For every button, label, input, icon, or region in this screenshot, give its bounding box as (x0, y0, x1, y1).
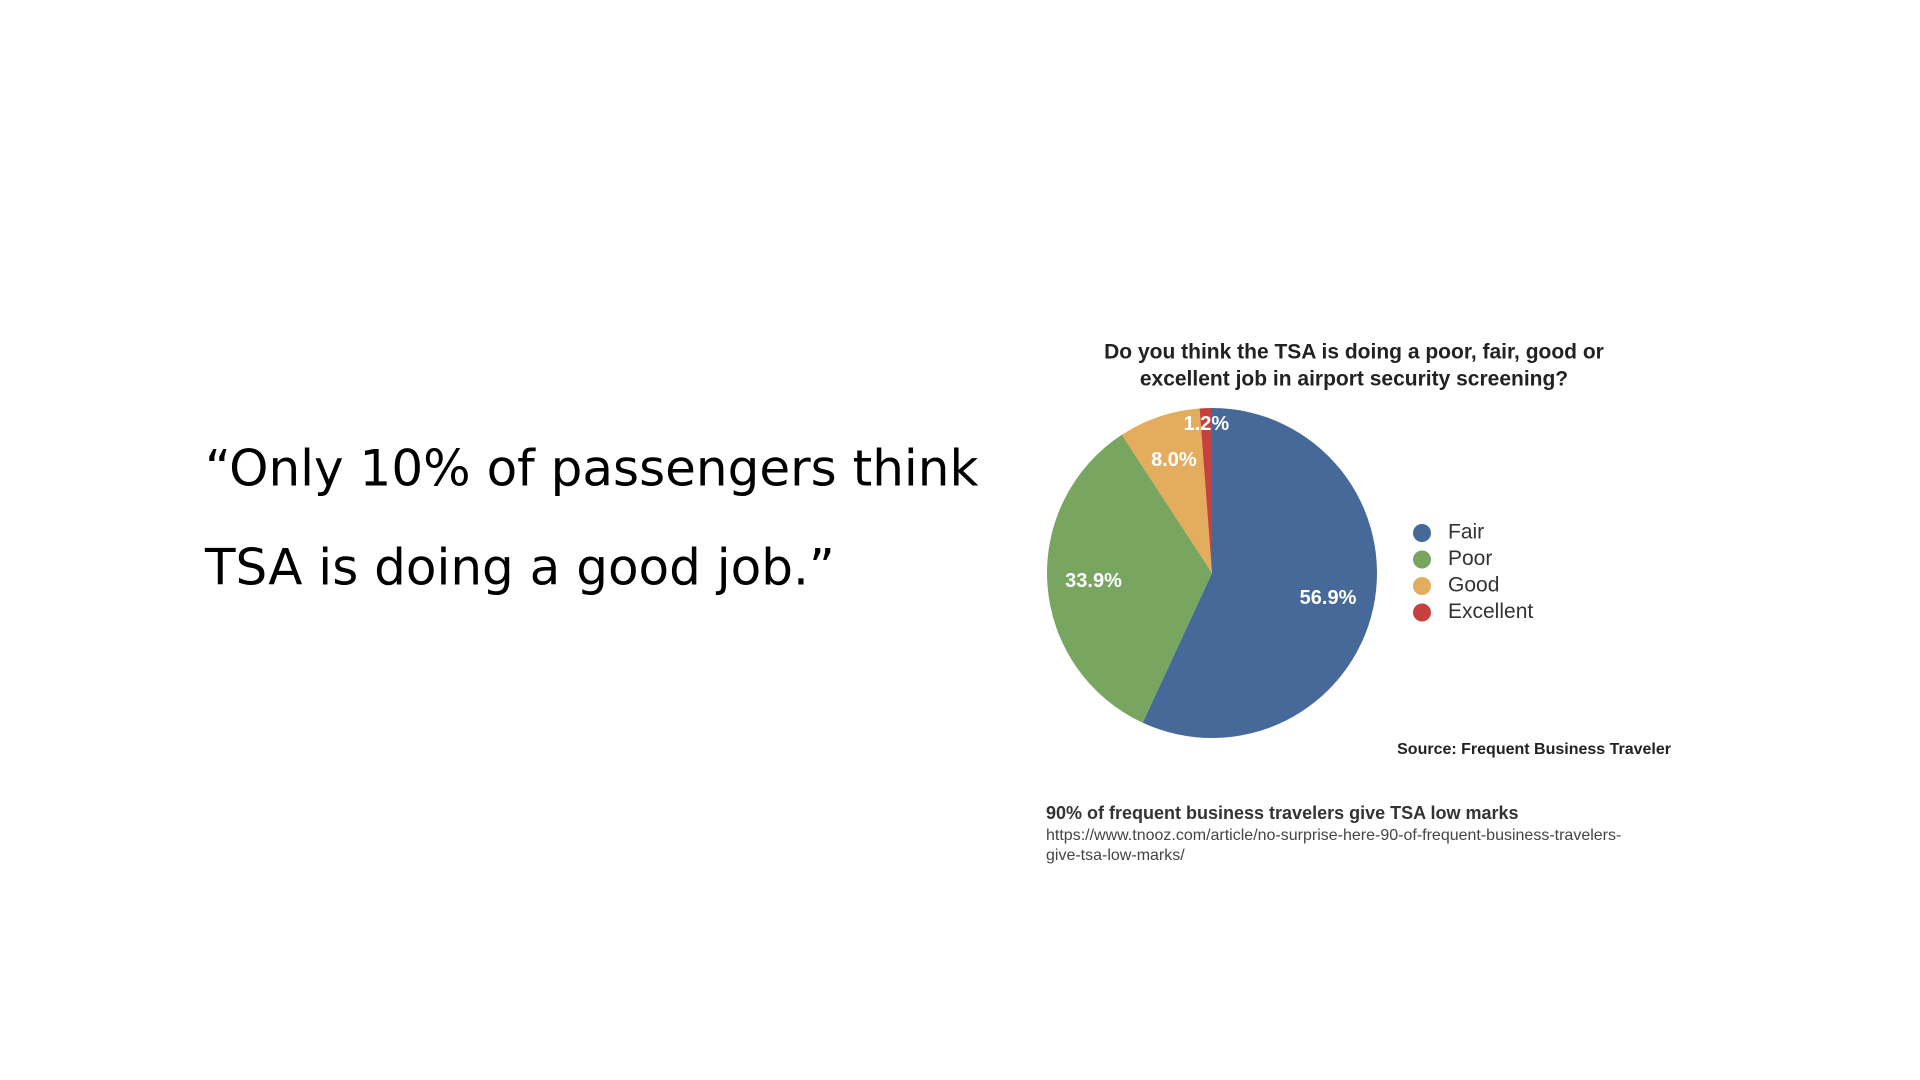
value-label: 8.0% (1151, 449, 1197, 471)
value-label: 56.9% (1300, 587, 1357, 609)
legend-swatch (1413, 524, 1431, 542)
quote-line: TSA is doing a good job.” (204, 539, 835, 597)
legend-label: Fair (1448, 521, 1484, 544)
value-label: 1.2% (1184, 413, 1230, 435)
caption-url: give-tsa-low-marks/ (1046, 847, 1185, 864)
value-label: 33.9% (1065, 570, 1122, 592)
pie-slice (1046, 434, 1212, 723)
legend-swatch (1413, 550, 1431, 569)
pie-slice (1199, 408, 1212, 573)
pie-slice (1121, 408, 1212, 573)
caption-title: 90% of frequent business travelers give … (1046, 803, 1519, 823)
legend-swatch (1413, 577, 1431, 595)
caption-url: https://www.tnooz.com/article/no-surpris… (1046, 827, 1621, 844)
chart-title: excellent job in airport security screen… (1140, 368, 1568, 391)
legend-swatch (1413, 603, 1431, 622)
chart-source: Source: Frequent Business Traveler (1397, 741, 1671, 758)
legend-label: Good (1448, 574, 1499, 597)
legend-label: Poor (1448, 547, 1492, 570)
legend-label: Excellent (1448, 600, 1533, 623)
chart-title: Do you think the TSA is doing a poor, fa… (1104, 341, 1604, 364)
quote-line: “Only 10% of passengers think (205, 440, 978, 498)
pie-slice (1142, 408, 1377, 739)
